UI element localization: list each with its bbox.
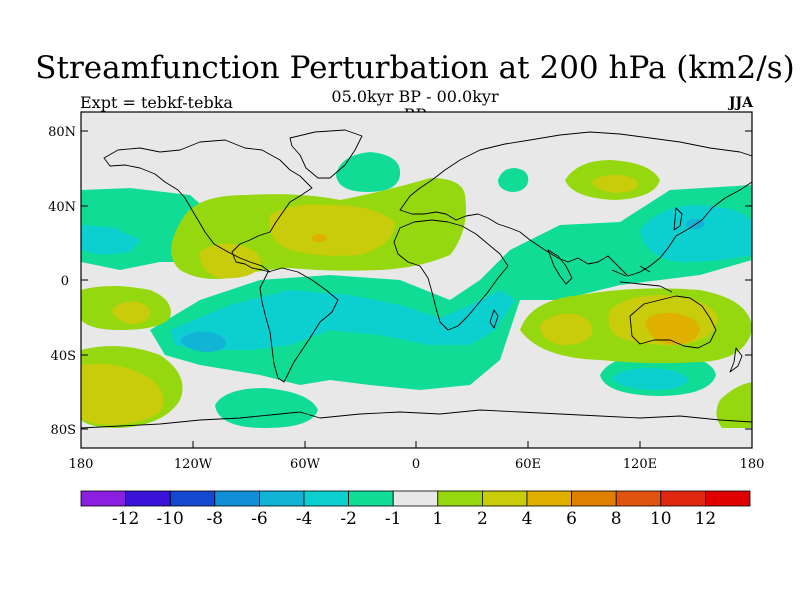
- lon-label-0: 0: [412, 457, 420, 472]
- lat-label-40s: 40S: [51, 349, 76, 364]
- colorbar-label: -6: [251, 509, 268, 529]
- neg1-cell-north-atlantic: [336, 152, 401, 192]
- colorbar-swatch: [437, 490, 483, 507]
- coastline-greenland: [289, 129, 363, 179]
- coastline-new-zealand: [729, 347, 743, 373]
- colorbar-swatch: [526, 490, 572, 507]
- lat-label-40n: 40N: [48, 200, 76, 215]
- colorbar-swatch: [660, 490, 706, 507]
- coastline-north-america: [103, 139, 313, 273]
- coastline-antarctica: [81, 409, 752, 429]
- colorbar-label: -12: [112, 509, 139, 529]
- coastline-madagascar: [489, 309, 499, 329]
- lat-label-80s: 80S: [51, 423, 76, 438]
- colorbar-swatch: [705, 490, 751, 507]
- season-label: JJA: [728, 95, 753, 111]
- pos1-cell-southeast-corner: [716, 382, 752, 428]
- colorbar-swatch: [392, 490, 439, 507]
- colorbar-swatch: [258, 490, 305, 507]
- colorbar-swatch: [348, 490, 394, 507]
- latitude-labels: 80N 40N 0 40S 80S: [48, 125, 76, 438]
- colorbar-label: -10: [157, 509, 184, 529]
- colorbar-swatch: [303, 490, 349, 507]
- longitude-ticks: [192, 441, 641, 448]
- pos2-cell-north-atlantic: [269, 204, 395, 256]
- colorbar-label: 8: [611, 509, 622, 529]
- colorbar-label: -1: [385, 509, 402, 529]
- colorbar-label: 12: [695, 509, 717, 529]
- lon-label-60e: 60E: [515, 457, 541, 472]
- lon-label-180e: 180: [740, 457, 765, 472]
- pos2-cell-central-pacific: [112, 301, 151, 324]
- colorbar-swatch: [169, 490, 216, 507]
- pos4-cell-north-atlantic: [311, 233, 327, 243]
- colorbar-label: 2: [477, 509, 488, 529]
- colorbar-label: 6: [566, 509, 577, 529]
- coastline-south-america: [259, 267, 339, 383]
- lon-label-120w: 120W: [174, 457, 213, 472]
- lon-label-180w: 180: [69, 457, 94, 472]
- pos4-cell-australia: [645, 312, 700, 345]
- coastline-africa: [393, 219, 509, 331]
- colorbar-swatch: [214, 490, 260, 507]
- colorbar-label: -2: [340, 509, 357, 529]
- colorbar-swatch: [80, 490, 126, 507]
- experiment-label: Expt = tebkf-tebka: [80, 93, 233, 112]
- pos2-cell-south-indian: [540, 313, 593, 346]
- lat-label-eq: 0: [61, 274, 69, 289]
- coastline-australia: [629, 295, 717, 349]
- coastline-japan: [673, 207, 683, 231]
- lon-label-120e: 120E: [623, 457, 657, 472]
- neg2-cell-north-pacific: [81, 225, 140, 255]
- pos2-cell-central-america: [199, 243, 261, 279]
- coastline-eurasia: [399, 131, 752, 277]
- contour-fill-layer: [81, 152, 752, 428]
- colorbar-swatch: [125, 490, 171, 507]
- colorbar-label: 10: [650, 509, 672, 529]
- colorbar-label: -4: [296, 509, 313, 529]
- colorbar-swatch: [571, 490, 617, 507]
- neg2-cell-south-indian: [612, 368, 688, 390]
- colorbar: -12 -10 -8 -6 -4 -2 -1 1 2 4 6 8 10 12: [80, 490, 751, 529]
- coastline-indonesia: [611, 265, 673, 293]
- neg4-cell-southeast-pacific: [180, 331, 227, 352]
- lat-label-80n: 80N: [48, 125, 76, 140]
- pos2-cell-south-pacific: [81, 363, 164, 425]
- latitude-ticks: [81, 130, 752, 430]
- colorbar-swatch: [481, 490, 528, 507]
- neg1-cell-south-america-east: [255, 355, 316, 378]
- plot-title: Streamfunction Perturbation at 200 hPa (…: [35, 50, 795, 86]
- coastline-india: [547, 249, 573, 285]
- coastlines: [81, 129, 752, 429]
- lon-label-60w: 60W: [290, 457, 321, 472]
- neg2-band-southern-hemisphere: [170, 290, 515, 350]
- longitude-labels: 180 120W 60W 0 60E 120E 180: [69, 457, 765, 472]
- pos2-cell-north-asia: [592, 174, 639, 193]
- colorbar-swatch: [615, 490, 662, 507]
- map-panel: [81, 112, 752, 448]
- colorbar-label: -8: [207, 509, 224, 529]
- colorbar-label: 1: [432, 509, 443, 529]
- colorbar-label: 4: [522, 509, 533, 529]
- neg1-cell-arctic-east: [498, 168, 529, 192]
